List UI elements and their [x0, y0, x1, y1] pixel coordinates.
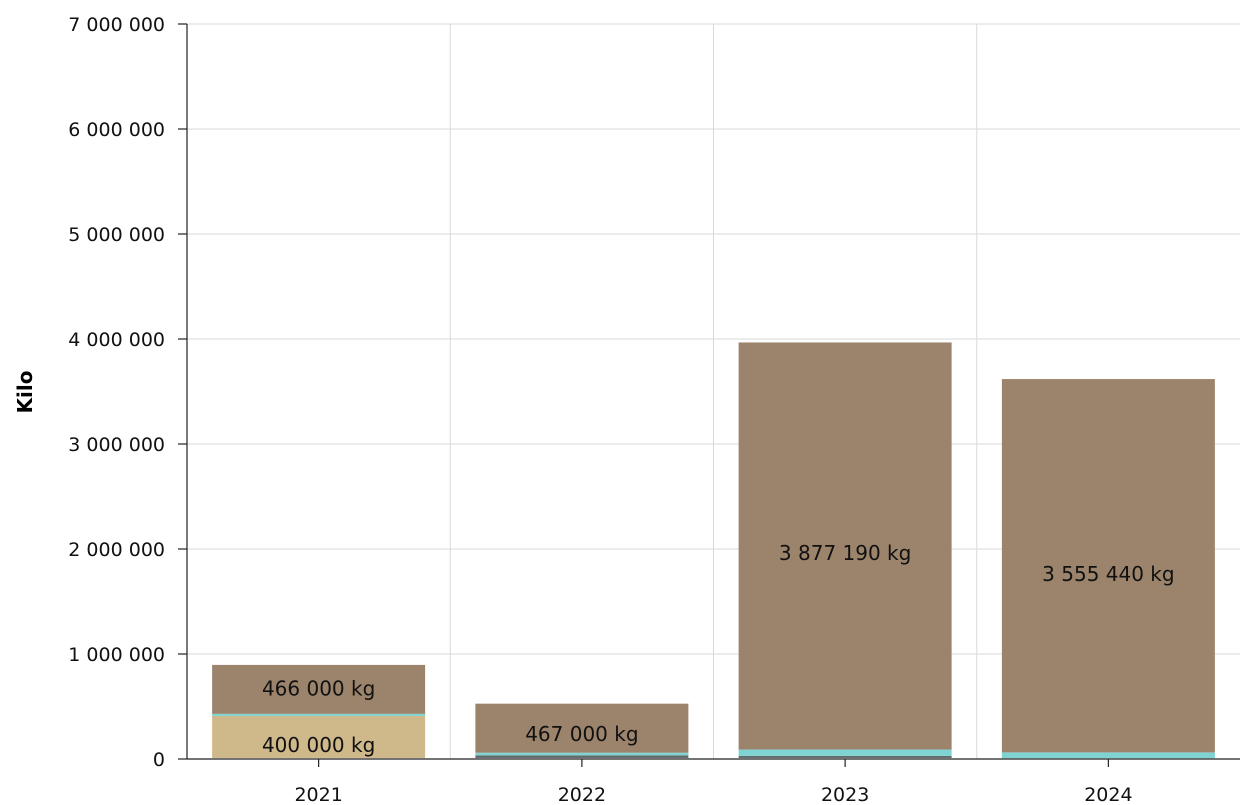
gridlines: [187, 23, 1240, 759]
y-tick-label: 4 000 000: [68, 329, 165, 351]
y-tick-label: 0: [153, 749, 165, 771]
bar-segment: [212, 713, 426, 716]
bar-segment: [212, 664, 426, 714]
data-label: 3 877 190 kg: [779, 541, 911, 565]
data-label: 400 000 kg: [262, 733, 375, 757]
y-tick-label: 3 000 000: [68, 434, 165, 456]
bars: [212, 342, 1215, 759]
x-tick-label: 2024: [1084, 784, 1132, 805]
x-tick-label: 2022: [558, 784, 606, 805]
data-label: 466 000 kg: [262, 676, 375, 700]
y-tick-label: 5 000 000: [68, 224, 165, 246]
bar-segment: [475, 752, 689, 756]
bar-segment: [738, 749, 952, 756]
data-labels: 466 000 kg 400 000 kg 467 000 kg 3 877 190 …: [262, 541, 1175, 757]
data-label: 467 000 kg: [525, 722, 638, 746]
x-tick-label: 2023: [821, 784, 869, 805]
data-label: 3 555 440 kg: [1042, 562, 1174, 586]
bar-segment: [1001, 379, 1215, 753]
y-tick-label: 7 000 000: [68, 14, 165, 36]
y-tick-label: 2 000 000: [68, 539, 165, 561]
bar-segment: [738, 755, 952, 758]
bar-segment: [1001, 752, 1215, 759]
bar-segment: [475, 755, 689, 758]
bar-segment: [212, 715, 426, 758]
axes: 0 1 000 000 2 000 000 3 000 000 4 000 000 5 0…: [68, 14, 1240, 805]
bar-segment: [475, 703, 689, 753]
y-axis-title: Kilo: [13, 371, 37, 414]
bar-segment: [738, 342, 952, 750]
y-tick-label: 6 000 000: [68, 119, 165, 141]
x-tick-label: 2021: [294, 784, 342, 805]
y-tick-label: 1 000 000: [68, 644, 165, 666]
